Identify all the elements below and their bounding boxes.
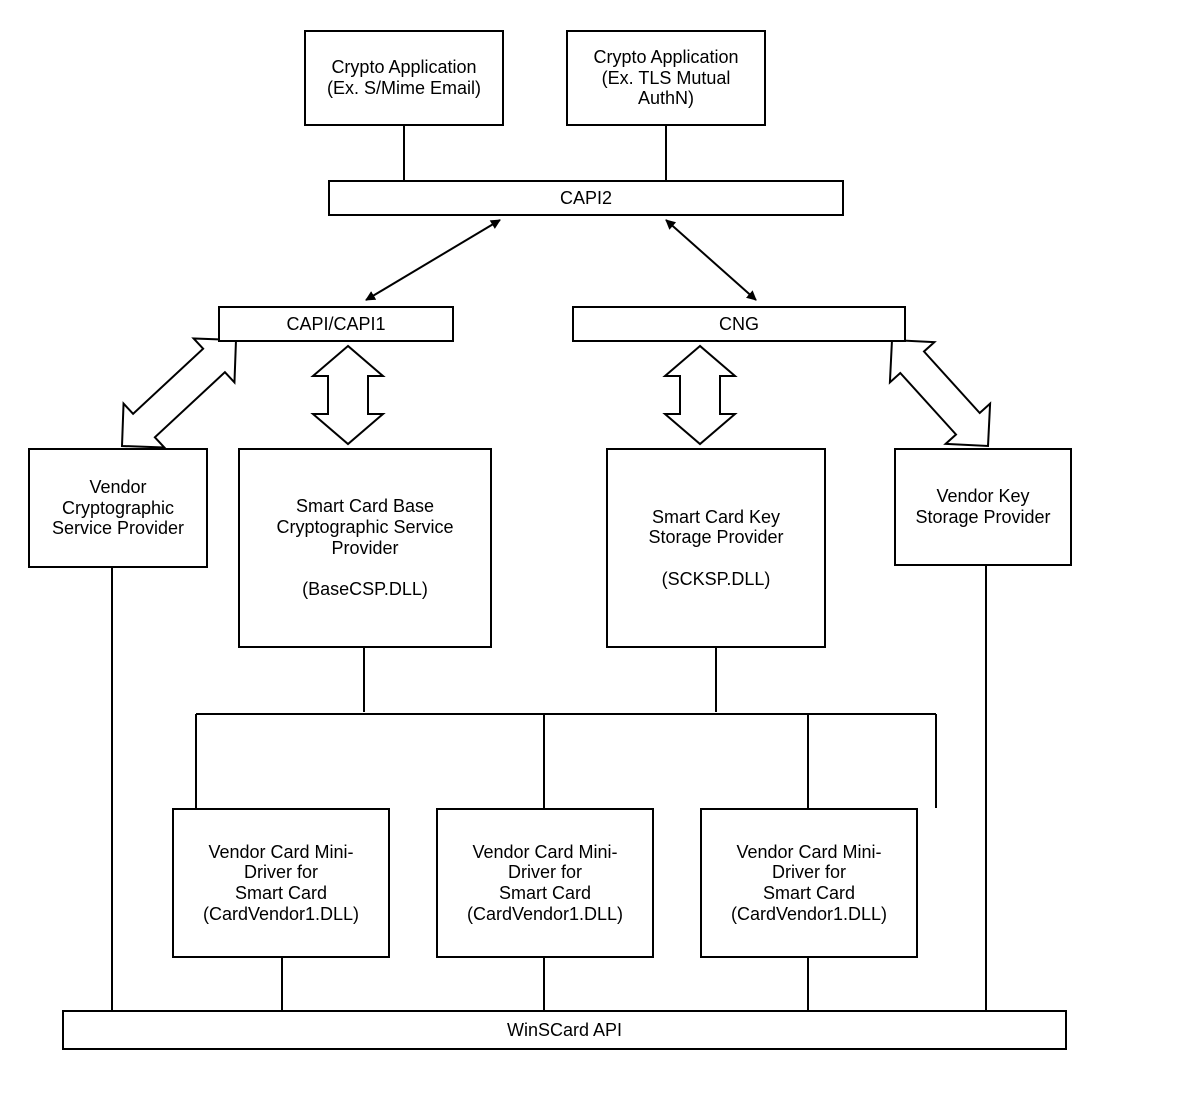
node-label: CNG bbox=[719, 314, 759, 335]
node-label: Vendor KeyStorage Provider bbox=[915, 486, 1050, 527]
node-label: Crypto Application(Ex. TLS MutualAuthN) bbox=[593, 47, 738, 109]
node-label: WinSCard API bbox=[507, 1020, 622, 1041]
node-label: Smart Card BaseCryptographic ServiceProv… bbox=[276, 496, 453, 599]
node-label: Smart Card KeyStorage Provider(SCKSP.DLL… bbox=[648, 507, 783, 590]
node-app_smime: Crypto Application(Ex. S/Mime Email) bbox=[304, 30, 504, 126]
node-label: Vendor Card Mini-Driver forSmart Card(Ca… bbox=[203, 842, 359, 925]
node-label: CAPI/CAPI1 bbox=[286, 314, 385, 335]
node-mini3: Vendor Card Mini-Driver forSmart Card(Ca… bbox=[700, 808, 918, 958]
node-label: Crypto Application(Ex. S/Mime Email) bbox=[327, 57, 481, 98]
node-label: CAPI2 bbox=[560, 188, 612, 209]
node-label: Vendor Card Mini-Driver forSmart Card(Ca… bbox=[731, 842, 887, 925]
node-winscard: WinSCard API bbox=[62, 1010, 1067, 1050]
node-base_csp: Smart Card BaseCryptographic ServiceProv… bbox=[238, 448, 492, 648]
node-cng: CNG bbox=[572, 306, 906, 342]
node-scksp: Smart Card KeyStorage Provider(SCKSP.DLL… bbox=[606, 448, 826, 648]
node-vendor_ksp: Vendor KeyStorage Provider bbox=[894, 448, 1072, 566]
diagram-canvas: Crypto Application(Ex. S/Mime Email) Cryp… bbox=[0, 0, 1181, 1104]
node-capi1: CAPI/CAPI1 bbox=[218, 306, 454, 342]
node-capi2: CAPI2 bbox=[328, 180, 844, 216]
node-label: VendorCryptographicService Provider bbox=[52, 477, 184, 539]
node-vendor_csp: VendorCryptographicService Provider bbox=[28, 448, 208, 568]
node-label: Vendor Card Mini-Driver forSmart Card(Ca… bbox=[467, 842, 623, 925]
node-mini1: Vendor Card Mini-Driver forSmart Card(Ca… bbox=[172, 808, 390, 958]
node-mini2: Vendor Card Mini-Driver forSmart Card(Ca… bbox=[436, 808, 654, 958]
node-app_tls: Crypto Application(Ex. TLS MutualAuthN) bbox=[566, 30, 766, 126]
